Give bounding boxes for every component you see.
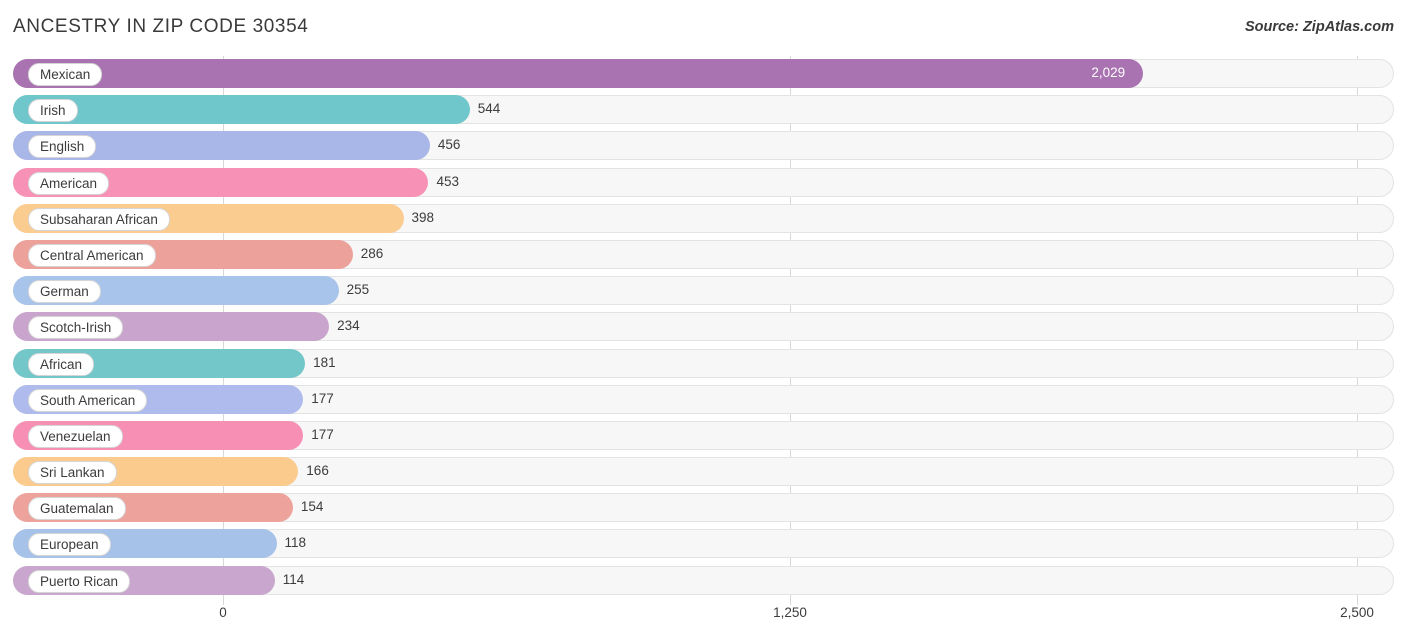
bar-label: Irish xyxy=(28,99,78,123)
chart-row: Subsaharan African 398 xyxy=(0,201,1406,237)
bar-label: German xyxy=(28,280,101,304)
bar-value: 453 xyxy=(436,173,459,189)
x-axis: 0 1,250 2,500 xyxy=(0,605,1406,629)
bar-value: 177 xyxy=(311,390,334,406)
bar-value: 154 xyxy=(300,499,324,515)
chart-row: Puerto Rican 114 xyxy=(0,563,1406,599)
bar-label: European xyxy=(28,533,111,557)
bar-value: 456 xyxy=(437,137,461,153)
chart-row: African 181 xyxy=(0,346,1406,382)
chart-header: ANCESTRY IN ZIP CODE 30354 Source: ZipAt… xyxy=(0,0,1406,56)
bar-label: Sri Lankan xyxy=(28,461,117,485)
bar-rows: Mexican 2,029 Irish 544 English 456 American 45… xyxy=(0,56,1406,599)
bar-value: 181 xyxy=(313,354,336,370)
bar-value: 2,029 xyxy=(1091,65,1126,80)
bar-value: 398 xyxy=(411,209,435,225)
bar-label: Puerto Rican xyxy=(28,569,131,593)
axis-tick-label: 2,500 xyxy=(1340,605,1374,620)
chart-row: English 456 xyxy=(0,128,1406,164)
bar-label: Scotch-Irish xyxy=(28,316,124,340)
axis-tick-label: 1,250 xyxy=(773,605,807,620)
chart-row: European 118 xyxy=(0,526,1406,562)
chart-row: Guatemalan 154 xyxy=(0,490,1406,526)
bar-value: 118 xyxy=(284,535,307,551)
bar-value: 255 xyxy=(346,282,370,298)
bar-value: 177 xyxy=(311,426,334,442)
bar-label: Mexican xyxy=(28,63,103,86)
axis-tick-label: 0 xyxy=(219,605,227,620)
bar-value: 114 xyxy=(282,571,305,587)
chart-row: Mexican 2,029 xyxy=(0,56,1406,92)
chart-row: Irish 544 xyxy=(0,92,1406,128)
bar-label: Subsaharan African xyxy=(28,207,170,231)
chart-row: Scotch-Irish 234 xyxy=(0,309,1406,345)
chart-row: German 255 xyxy=(0,273,1406,309)
bar-value: 234 xyxy=(337,318,360,334)
chart-row: American 453 xyxy=(0,165,1406,201)
page-title: ANCESTRY IN ZIP CODE 30354 xyxy=(13,16,309,37)
chart-row: South American 177 xyxy=(0,382,1406,418)
chart-row: Central American 286 xyxy=(0,237,1406,273)
source-label: Source: ZipAtlas.com xyxy=(1244,19,1394,35)
chart-row: Venezuelan 177 xyxy=(0,418,1406,454)
chart-row: Sri Lankan 166 xyxy=(0,454,1406,490)
bar-label: South American xyxy=(28,388,148,412)
bar-label: Venezuelan xyxy=(28,424,123,448)
bar-label: African xyxy=(28,352,95,376)
bar-label: English xyxy=(28,135,97,159)
bar xyxy=(13,59,1144,88)
bar xyxy=(13,95,470,125)
chart-plot-area: Mexican 2,029 Irish 544 English 456 American 45… xyxy=(0,56,1406,608)
bar-value: 286 xyxy=(360,245,384,261)
bar-label: American xyxy=(28,171,110,195)
bar-label: Guatemalan xyxy=(28,497,126,521)
bar-value: 166 xyxy=(306,463,329,479)
bar-value: 544 xyxy=(477,101,501,117)
bar-label: Central American xyxy=(28,243,156,267)
